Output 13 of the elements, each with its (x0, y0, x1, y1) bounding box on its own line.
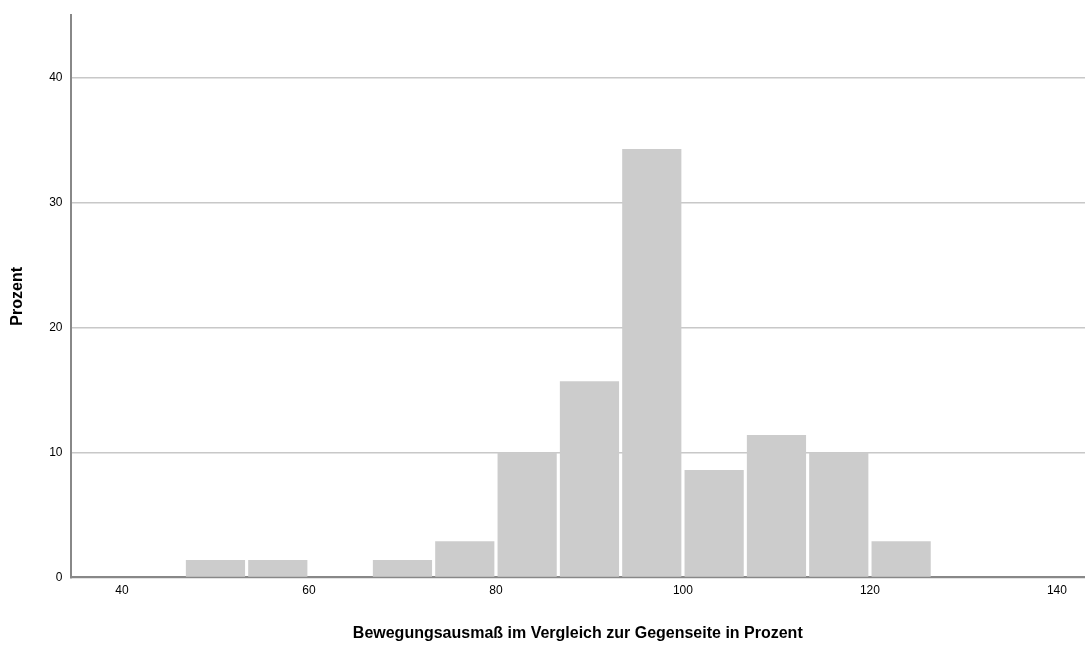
y-tick-label: 0 (55, 569, 63, 584)
x-tick-label: 40 (115, 582, 129, 597)
x-tick-label: 60 (302, 582, 316, 597)
x-tick-label: 80 (489, 582, 503, 597)
x-axis-title: Bewegungsausmaß im Vergleich zur Gegenseite in Prozent (352, 623, 804, 641)
y-tick-label: 30 (49, 194, 63, 209)
y-axis-title: Prozent (8, 266, 26, 326)
x-tick-label: 100 (672, 582, 694, 597)
x-tick-label: 120 (859, 582, 881, 597)
y-tick-label: 20 (49, 319, 63, 334)
y-tick-label: 10 (49, 444, 63, 459)
x-tick-label: 140 (1046, 582, 1068, 597)
y-tick-label: 40 (49, 69, 63, 84)
